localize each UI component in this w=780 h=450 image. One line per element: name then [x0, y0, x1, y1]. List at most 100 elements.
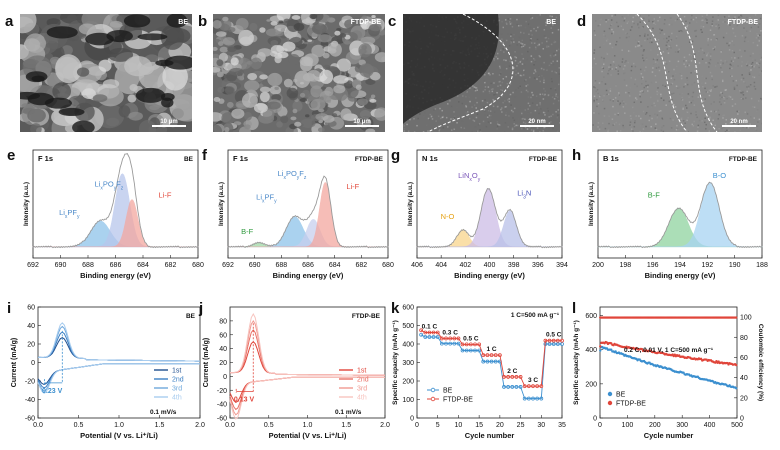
micrograph-label: FTDP-BE — [351, 19, 382, 26]
micrograph-d: FTDP-BE 20 nm — [592, 14, 762, 132]
legend-marker — [607, 400, 613, 406]
rate-note: 1 C=500 mA g⁻¹ — [511, 312, 559, 319]
peak-label: LixPOyFz — [278, 169, 307, 181]
x-tick-label: 500 — [731, 422, 743, 429]
xps-element: F 1s — [38, 154, 53, 163]
legend-entry: BE — [616, 392, 626, 399]
legend-entry: FTDP-BE — [443, 397, 473, 404]
xps-element: N 1s — [422, 154, 438, 163]
rate-step-label: 2 C — [507, 368, 517, 375]
panel-letter-i: i — [7, 300, 11, 317]
x-tick-label: 1.0 — [303, 422, 313, 429]
y-tick-label: 200 — [585, 381, 597, 388]
xps-peak-0 — [597, 207, 763, 248]
xps-envelope — [597, 181, 763, 249]
capacity-point — [610, 348, 613, 351]
cv-curve-4th — [38, 322, 200, 362]
y-tick-label: 0 — [223, 374, 227, 381]
x-tick-label: 684 — [137, 262, 149, 269]
capacity-point — [640, 347, 644, 351]
y-tick-label: 40 — [219, 346, 227, 353]
x-tick-label: 1.0 — [114, 422, 124, 429]
scan-rate: 0.1 mV/s — [335, 409, 362, 416]
panel-letter-l: l — [572, 300, 576, 317]
x-tick-label: 0.0 — [33, 422, 43, 429]
x-tick-label: 190 — [729, 262, 741, 269]
plot-frame — [416, 306, 563, 419]
xps-panel-e: 692 690 688 686 684 682 680 Binding energy (eV)… — [23, 149, 204, 280]
x-tick-label: 30 — [537, 422, 545, 429]
rate-step-label: 0.3 C — [442, 329, 458, 336]
x-axis-label: Potential (V vs. Li⁺/Li) — [80, 431, 158, 440]
scale-bar-label: 10 μm — [353, 119, 370, 125]
y-tick-label: 0 — [593, 416, 597, 423]
x-tick-label: 396 — [532, 262, 544, 269]
scale-bar — [722, 125, 756, 127]
cv-panel-i: 0.0 0.5 1.0 1.5 2.0 60 40 20 0 -20 -40 -60 Potential… — [11, 305, 205, 441]
micrograph-a: BE 10 μm — [20, 14, 192, 132]
x-tick-label: 0.5 — [264, 422, 274, 429]
panel-letter-d: d — [577, 13, 586, 30]
rate-panel-k: 0 5 10 15 20 25 30 35 0 100 200 300 400 500 600 Cycle n… — [392, 305, 566, 441]
x-tick-label: 692 — [27, 262, 39, 269]
capacity-point — [599, 345, 602, 348]
peak-label: LixPFy — [256, 193, 277, 205]
legend-entry: 3rd — [357, 386, 367, 393]
scale-bar — [152, 125, 186, 127]
peak-separation-label: 0.23 V — [42, 388, 63, 395]
panel-letter-g: g — [391, 147, 400, 164]
y-tick-label: 0 — [410, 416, 414, 423]
y2-axis-label: Coulombic efficiency (%) — [757, 324, 764, 401]
x-tick-label: 394 — [556, 262, 568, 269]
xps-sample: FTDP-BE — [729, 156, 758, 163]
x-tick-label: 692 — [222, 262, 234, 269]
peak-label: LiNxOy — [458, 171, 481, 183]
legend-entry: 2nd — [172, 377, 184, 384]
x-tick-label: 5 — [436, 422, 440, 429]
x-tick-label: 406 — [411, 262, 423, 269]
scale-bar — [520, 125, 554, 127]
y-tick-label: 400 — [585, 347, 597, 354]
x-axis-label: Binding energy (eV) — [80, 271, 151, 280]
x-tick-label: 680 — [382, 262, 394, 269]
x-tick-label: 35 — [558, 422, 566, 429]
capacity-point — [599, 349, 602, 352]
y-axis-label: Intensity (a.u.) — [23, 182, 30, 226]
xps-sample: FTDP-BE — [529, 156, 558, 163]
y-tick-label: 80 — [219, 318, 227, 325]
y-tick-label: 500 — [402, 323, 414, 330]
legend-marker — [430, 387, 436, 393]
x-tick-label: 20 — [496, 422, 504, 429]
cv-sample: FTDP-BE — [352, 313, 381, 320]
y-tick-label: 600 — [585, 313, 597, 320]
y-tick-label: -20 — [25, 379, 35, 386]
x-tick-label: 1.5 — [155, 422, 165, 429]
rate-step-label: 1 C — [487, 346, 497, 353]
panel-letter-h: h — [572, 147, 581, 164]
legend-entry: 2nd — [357, 377, 369, 384]
x-tick-label: 25 — [517, 422, 525, 429]
xps-element: F 1s — [233, 154, 248, 163]
peak-label: Li-F — [159, 191, 172, 200]
xps-envelope — [227, 175, 389, 249]
peak-label: Li3N — [517, 188, 531, 200]
cycle-note: 0.2 C, 0.01 V, 1 C=500 mA g⁻¹ — [624, 347, 713, 354]
legend-entry: 1st — [172, 368, 181, 375]
y-tick-label: 0 — [31, 360, 35, 367]
legend-entry: 4th — [172, 395, 182, 402]
ce-point — [734, 316, 738, 319]
y-tick-label: 60 — [219, 332, 227, 339]
y-tick-label: 600 — [402, 305, 414, 312]
panel-letter-k: k — [391, 300, 400, 317]
xps-panel-f: 692 690 688 686 684 682 680 Binding energy (eV)… — [218, 149, 394, 280]
x-tick-label: 198 — [619, 262, 631, 269]
xps-element: B 1s — [603, 154, 619, 163]
interface-line — [427, 14, 514, 132]
cv-curve-4th — [229, 376, 385, 420]
micrograph-label: BE — [546, 19, 556, 26]
cv-panel-j: 0.0 0.5 1.0 1.5 2.0 80 60 40 20 0 -20 -40 -60 Potenti… — [203, 306, 390, 440]
panel-letter-e: e — [7, 147, 15, 164]
micrograph-label: FTDP-BE — [728, 19, 759, 26]
rate-step-label: 0.1 C — [422, 324, 438, 331]
peak-label: LixPOyFz — [95, 180, 124, 192]
